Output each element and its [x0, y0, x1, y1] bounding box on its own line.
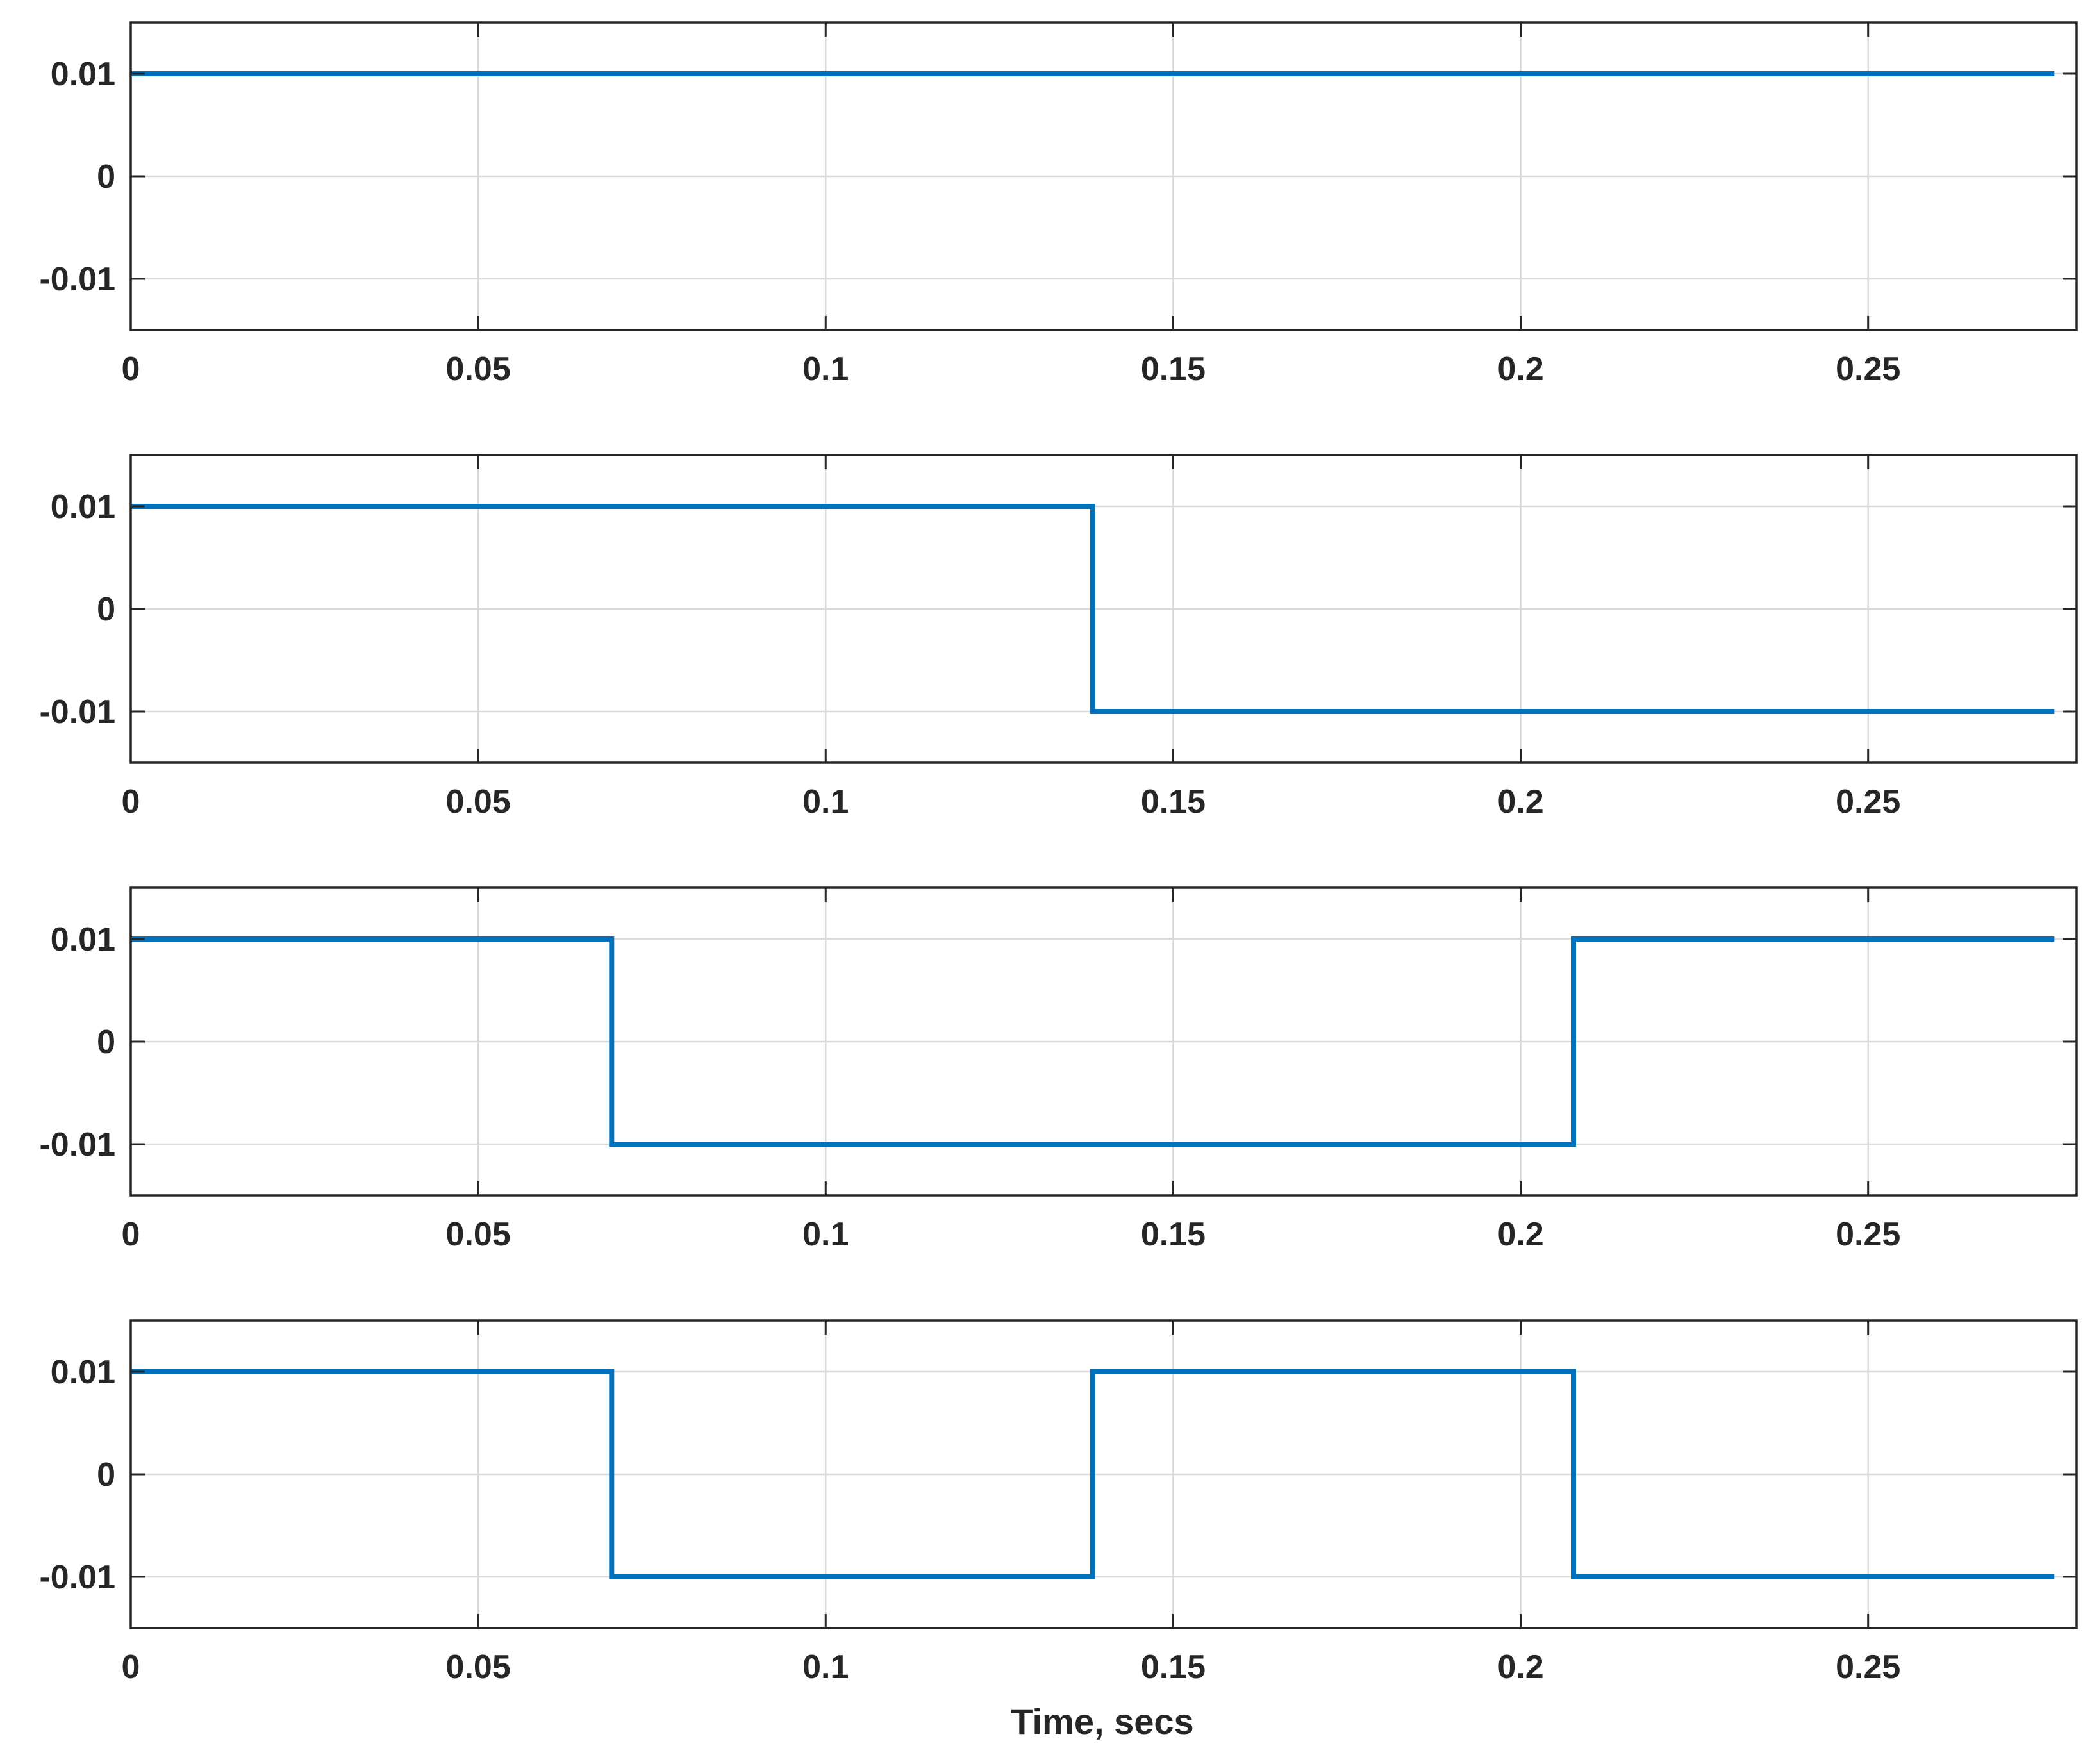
x-tick-label: 0.15 [1141, 783, 1206, 820]
x-tick-label: 0 [122, 783, 140, 820]
y-tick-label: -0.01 [39, 1126, 115, 1163]
x-tick-label: 0.05 [446, 1216, 511, 1253]
x-tick-label: 0.1 [802, 1649, 849, 1686]
x-tick-label: 0.2 [1497, 1649, 1543, 1686]
x-tick-label: 0.25 [1836, 783, 1900, 820]
x-tick-label: 0 [122, 351, 140, 388]
x-tick-label: 0.2 [1497, 783, 1543, 820]
x-tick-label: 0.1 [802, 1216, 849, 1253]
y-tick-label: 0 [97, 1024, 115, 1061]
y-tick-label: -0.01 [39, 261, 115, 298]
subplot-4: 0 0.05 0.1 0.15 0.2 0.25 -0.01 0 0.01 [39, 1319, 2078, 1686]
y-tick-label: 0.01 [51, 488, 115, 526]
y-tick-label: 0.01 [51, 56, 115, 93]
subplot-1: 0 0.05 0.1 0.15 0.2 0.25 -0.01 0 0.01 [39, 21, 2078, 388]
series-line [131, 504, 2055, 714]
subplot-3: 0 0.05 0.1 0.15 0.2 0.25 -0.01 0 0.01 [39, 886, 2078, 1253]
y-tick-label: 0 [97, 1456, 115, 1494]
x-tick-label: 0.1 [802, 351, 849, 388]
subplot-2: 0 0.05 0.1 0.15 0.2 0.25 -0.01 0 0.01 [39, 454, 2078, 820]
x-tick-label: 0.25 [1836, 1649, 1900, 1686]
y-tick-label: 0.01 [51, 921, 115, 958]
x-tick-label: 0.05 [446, 1649, 511, 1686]
x-tick-label: 0.1 [802, 783, 849, 820]
x-tick-label: 0.2 [1497, 351, 1543, 388]
subplot-stack: 0 0.05 0.1 0.15 0.2 0.25 -0.01 0 0.01 0 0.05 0.1 0.1… [39, 21, 2078, 1686]
x-axis-label: Time, secs [1011, 1701, 1193, 1742]
series-line [131, 936, 2055, 1147]
y-tick-label: 0 [97, 591, 115, 628]
x-tick-label: 0.15 [1141, 1216, 1206, 1253]
y-tick-label: -0.01 [39, 1559, 115, 1596]
x-tick-label: 0.25 [1836, 351, 1900, 388]
x-tick-label: 0.25 [1836, 1216, 1900, 1253]
x-tick-label: 0 [122, 1649, 140, 1686]
x-tick-label: 0 [122, 1216, 140, 1253]
x-tick-label: 0.2 [1497, 1216, 1543, 1253]
y-tick-label: 0.01 [51, 1354, 115, 1391]
y-tick-label: -0.01 [39, 694, 115, 731]
x-tick-label: 0.05 [446, 783, 511, 820]
series-line [131, 1369, 2055, 1579]
x-tick-label: 0.05 [446, 351, 511, 388]
y-tick-label: 0 [97, 158, 115, 196]
x-tick-label: 0.15 [1141, 1649, 1206, 1686]
x-tick-label: 0.15 [1141, 351, 1206, 388]
